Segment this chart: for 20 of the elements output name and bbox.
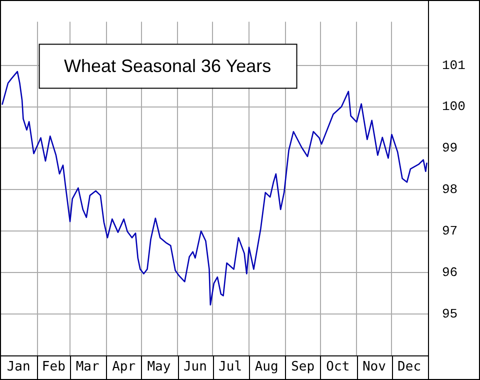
y-tick-label: 96 bbox=[442, 264, 458, 280]
y-tick-label: 97 bbox=[442, 224, 458, 239]
text: Wheat Seasonal 36 Years bbox=[64, 56, 272, 76]
x-tick-label: Jul bbox=[218, 360, 242, 375]
x-tick-label: Sep bbox=[291, 360, 315, 375]
x-tick-label: Feb bbox=[42, 360, 66, 375]
x-tick-label: Oct bbox=[326, 360, 350, 375]
y-tick-label: 101 bbox=[442, 58, 466, 73]
x-tick-label: Nov bbox=[362, 360, 386, 375]
x-tick-label: Aug bbox=[254, 360, 278, 375]
x-tick-label: Apr bbox=[112, 360, 136, 375]
y-tick-label: 100 bbox=[442, 99, 466, 114]
y-tick-label: 98 bbox=[442, 182, 458, 198]
x-tick-label: Jan bbox=[6, 360, 30, 375]
x-tick-label: May bbox=[147, 360, 171, 375]
x-tick-label: Jun bbox=[183, 360, 207, 375]
x-tick-label: Dec bbox=[398, 360, 422, 375]
y-tick-label: 99 bbox=[442, 140, 458, 156]
y-tick-label: 95 bbox=[442, 306, 458, 322]
x-tick-label: Mar bbox=[76, 360, 100, 375]
